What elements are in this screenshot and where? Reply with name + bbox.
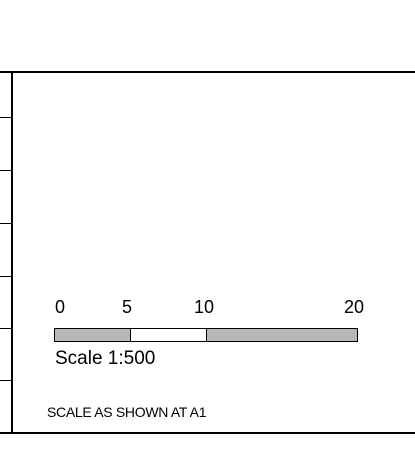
margin-tick	[0, 117, 12, 118]
scale-ratio-text: Scale 1:500	[55, 348, 156, 369]
scale-label-5: 5	[122, 297, 133, 317]
margin-tick	[0, 380, 12, 381]
scale-bar-segment	[130, 329, 206, 341]
margin-tick	[0, 170, 12, 171]
margin-tick	[0, 276, 12, 277]
scale-bar	[54, 328, 358, 342]
scale-label-0: 0	[55, 297, 66, 317]
scale-label-10: 10	[194, 297, 215, 317]
scale-label-20: 20	[344, 297, 365, 317]
frame-bottom-border	[0, 432, 415, 434]
scale-note: SCALE AS SHOWN AT A1	[47, 404, 207, 420]
scale-bar-segment	[206, 329, 357, 341]
margin-tick	[0, 223, 12, 224]
margin-tick	[0, 328, 12, 329]
frame-top-border	[0, 71, 415, 73]
scale-bar-segment	[55, 329, 130, 341]
frame-left-border	[11, 71, 13, 434]
